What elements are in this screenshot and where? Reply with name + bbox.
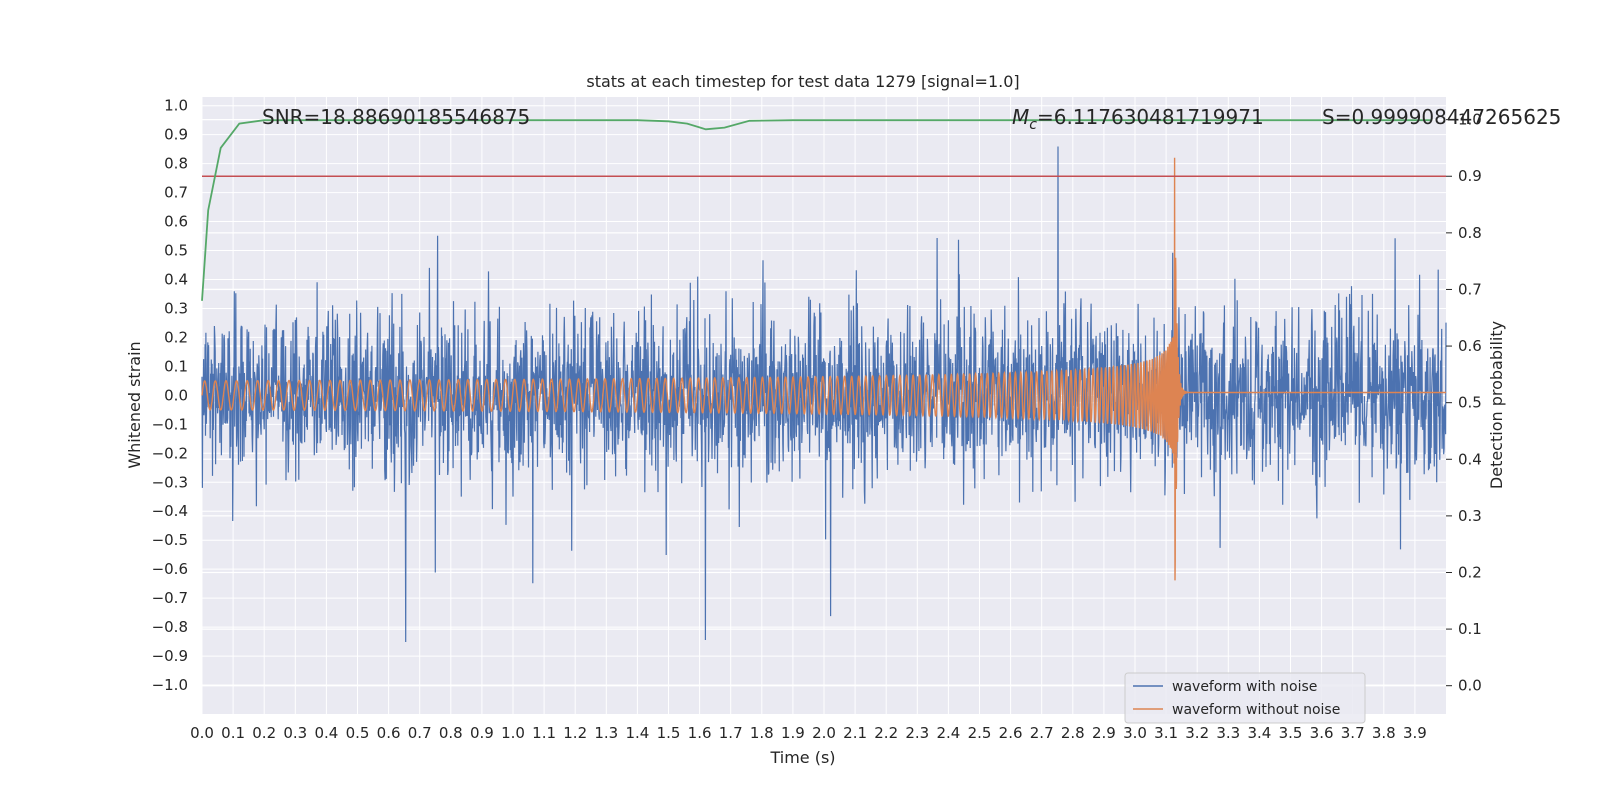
x-tick-label: 1.9 [781, 724, 805, 742]
y2-tick-label: 0.3 [1458, 507, 1482, 525]
x-tick-label: 2.4 [936, 724, 960, 742]
y-tick-label: 0.1 [164, 357, 188, 375]
x-tick-label: 2.7 [1030, 724, 1054, 742]
y2-axis-label: Detection probability [1487, 321, 1506, 489]
x-tick-label: 0.6 [377, 724, 401, 742]
x-tick-label: 3.4 [1247, 724, 1271, 742]
x-tick-label: 1.5 [657, 724, 681, 742]
x-tick-label: 0.0 [190, 724, 214, 742]
y-tick-label: 0.7 [164, 184, 188, 202]
x-tick-label: 3.8 [1372, 724, 1396, 742]
legend-label-with-noise: waveform with noise [1172, 679, 1317, 695]
chirp-mass-symbol: M [1012, 105, 1029, 129]
y2-tick-label: 0.5 [1458, 394, 1482, 412]
x-tick-label: 2.0 [812, 724, 836, 742]
y-axis-label: Whitened strain [125, 341, 144, 468]
y-tick-label: −0.9 [152, 647, 188, 665]
y2-tick-label: 0.2 [1458, 563, 1482, 581]
legend-label-without-noise: waveform without noise [1172, 702, 1340, 718]
x-tick-label: 2.6 [999, 724, 1023, 742]
y2-tick-label: 0.4 [1458, 450, 1482, 468]
series-layer [201, 119, 1447, 643]
chirp-mass-subscript: c [1029, 117, 1037, 133]
series-detection-probability [201, 119, 1431, 301]
x-tick-label: 0.7 [408, 724, 432, 742]
y-tick-label: 1.0 [164, 97, 188, 115]
y-tick-label: 0.6 [164, 213, 188, 231]
x-tick-label: 3.6 [1310, 724, 1334, 742]
y2-tick-label: 0.8 [1458, 224, 1482, 242]
y-tick-label: 0.4 [164, 270, 188, 288]
y2-tick-label: 0.7 [1458, 280, 1482, 298]
x-tick-label: 1.0 [501, 724, 525, 742]
x-tick-label: 3.2 [1185, 724, 1209, 742]
y-tick-label: 0.9 [164, 126, 188, 144]
overlap-annotation: S=0.999908447265625 [1322, 105, 1561, 129]
y-tick-label: 0.0 [164, 386, 188, 404]
x-tick-label: 3.3 [1216, 724, 1240, 742]
x-tick-label: 1.1 [532, 724, 556, 742]
legend-box [1124, 672, 1366, 724]
y-tick-label: −1.0 [152, 676, 188, 694]
y-tick-label: 0.2 [164, 328, 188, 346]
chirp-mass-value: =6.117630481719971 [1037, 105, 1264, 129]
x-tick-label: 0.4 [314, 724, 338, 742]
y-tick-label: 0.3 [164, 299, 188, 317]
y2-tick-label: 0.6 [1458, 337, 1482, 355]
x-tick-label: 0.8 [439, 724, 463, 742]
y-tick-label: −0.4 [152, 502, 188, 520]
series-waveform-without-noise [201, 157, 1446, 581]
x-axis-label: Time (s) [769, 748, 835, 767]
ticks: 0.0 0.1 0.2 0.3 0.4 0.5 0.6 0.7 0.8 0.9 1.0 1.1 1.2 1… [152, 97, 1482, 742]
x-tick-label: 2.2 [874, 724, 898, 742]
chirp-mass-annotation: Mc=6.117630481719971 [1012, 105, 1264, 133]
x-tick-label: 2.1 [843, 724, 867, 742]
x-tick-label: 2.8 [1061, 724, 1085, 742]
y2-tick-label: 0.0 [1458, 677, 1482, 695]
x-tick-label: 3.0 [1123, 724, 1147, 742]
x-tick-label: 0.2 [252, 724, 276, 742]
x-tick-label: 1.3 [594, 724, 618, 742]
x-tick-label: 3.7 [1341, 724, 1365, 742]
x-tick-label: 0.3 [283, 724, 307, 742]
y-tick-label: −0.1 [152, 415, 188, 433]
x-tick-label: 2.5 [968, 724, 992, 742]
x-tick-label: 1.7 [719, 724, 743, 742]
x-tick-label: 0.1 [221, 724, 245, 742]
chart-title: stats at each timestep for test data 127… [586, 72, 1019, 91]
y-tick-label: −0.7 [152, 589, 188, 607]
y-tick-label: −0.2 [152, 444, 188, 462]
y2-tick-label: 1.0 [1458, 111, 1482, 129]
x-tick-label: 2.9 [1092, 724, 1116, 742]
y-tick-label: 0.8 [164, 155, 188, 173]
x-tick-label: 3.1 [1154, 724, 1178, 742]
y-tick-label: −0.6 [152, 560, 188, 578]
y-tick-label: −0.3 [152, 473, 188, 491]
x-tick-label: 0.9 [470, 724, 494, 742]
legend: waveform with noise waveform without noi… [1124, 672, 1366, 724]
y2-tick-label: 0.9 [1458, 167, 1482, 185]
y-tick-label: 0.5 [164, 242, 188, 260]
x-tick-label: 3.9 [1403, 724, 1427, 742]
y-tick-label: −0.8 [152, 618, 188, 636]
x-tick-label: 1.2 [563, 724, 587, 742]
snr-annotation: SNR=18.88690185546875 [262, 105, 530, 129]
x-tick-label: 0.5 [346, 724, 370, 742]
y-tick-label: −0.5 [152, 531, 188, 549]
x-tick-label: 3.5 [1279, 724, 1303, 742]
x-tick-label: 1.6 [688, 724, 712, 742]
x-tick-label: 1.8 [750, 724, 774, 742]
x-tick-label: 2.3 [905, 724, 929, 742]
x-tick-label: 1.4 [625, 724, 649, 742]
y2-tick-label: 0.1 [1458, 620, 1482, 638]
